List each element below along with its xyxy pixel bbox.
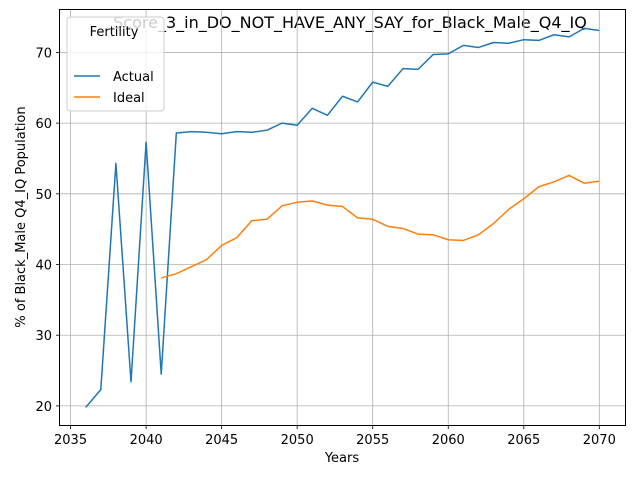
data-point-ideal	[477, 234, 479, 236]
data-point-actual	[356, 101, 358, 103]
data-point-actual	[568, 36, 570, 38]
data-point-actual	[281, 122, 283, 124]
axis-ticks: 2035 2040 2045 2050 2055 2060 2065 2070 20 30 40 50…	[35, 46, 615, 448]
legend-box	[66, 16, 165, 112]
data-point-ideal	[553, 181, 555, 183]
data-point-ideal	[236, 236, 238, 238]
data-point-ideal	[598, 180, 600, 182]
data-point-actual	[507, 42, 509, 44]
series-line-actual	[85, 27, 600, 408]
data-point-ideal	[538, 186, 540, 188]
data-point-actual	[538, 39, 540, 41]
data-point-ideal	[296, 201, 298, 203]
chart-title: Score_3_in_DO_NOT_HAVE_ANY_SAY_for_Black…	[113, 13, 587, 33]
data-point-ideal	[523, 198, 525, 200]
x-tick-label: 2060	[432, 433, 465, 448]
series-line-ideal	[161, 174, 600, 279]
y-tick-label: 40	[35, 259, 52, 274]
data-point-actual	[477, 46, 479, 48]
x-tick-label: 2035	[54, 433, 87, 448]
data-point-actual	[387, 85, 389, 87]
data-point-actual	[236, 130, 238, 132]
data-point-ideal	[583, 182, 585, 184]
data-point-ideal	[387, 225, 389, 227]
x-tick-label: 2045	[205, 433, 238, 448]
data-point-ideal	[356, 217, 358, 219]
data-point-actual	[492, 41, 494, 43]
data-point-actual	[160, 373, 162, 375]
data-point-actual	[251, 131, 253, 133]
data-point-actual	[432, 53, 434, 55]
data-point-actual	[130, 381, 132, 383]
data-point-ideal	[160, 277, 162, 279]
data-point-ideal	[251, 219, 253, 221]
data-point-actual	[84, 406, 86, 408]
data-point-actual	[523, 38, 525, 40]
data-point-actual	[311, 107, 313, 109]
data-point-ideal	[402, 227, 404, 229]
y-tick-label: 30	[35, 329, 52, 344]
x-tick-label: 2050	[281, 433, 314, 448]
x-tick-label: 2070	[583, 433, 616, 448]
x-tick-label: 2065	[507, 433, 540, 448]
data-point-actual	[266, 129, 268, 131]
legend: Fertility Actual Ideal	[66, 16, 165, 112]
data-point-actual	[598, 29, 600, 31]
y-axis-label: % of Black_Male Q4_IQ Population	[14, 106, 29, 327]
data-point-actual	[462, 44, 464, 46]
data-point-ideal	[447, 239, 449, 241]
data-point-actual	[205, 131, 207, 133]
legend-title: Fertility	[90, 25, 139, 40]
x-tick-label: 2040	[130, 433, 163, 448]
x-tick-label: 2055	[356, 433, 389, 448]
series-lines	[84, 27, 600, 408]
data-point-actual	[553, 34, 555, 36]
data-point-actual	[372, 81, 374, 83]
data-point-ideal	[311, 200, 313, 202]
data-point-actual	[326, 114, 328, 116]
data-point-ideal	[266, 218, 268, 220]
data-point-ideal	[341, 205, 343, 207]
y-tick-label: 20	[35, 400, 52, 415]
data-point-actual	[296, 124, 298, 126]
y-tick-label: 70	[35, 46, 52, 61]
legend-label-actual: Actual	[113, 70, 154, 85]
data-point-actual	[145, 141, 147, 143]
data-point-ideal	[205, 258, 207, 260]
x-axis-label: Years	[324, 451, 360, 466]
data-point-ideal	[372, 218, 374, 220]
data-point-actual	[583, 27, 585, 29]
data-point-actual	[190, 130, 192, 132]
data-point-actual	[417, 68, 419, 70]
data-point-ideal	[568, 174, 570, 176]
data-point-actual	[115, 162, 117, 164]
data-point-ideal	[507, 208, 509, 210]
data-point-actual	[220, 133, 222, 135]
data-point-actual	[402, 67, 404, 69]
data-point-ideal	[432, 234, 434, 236]
data-point-ideal	[417, 233, 419, 235]
data-point-ideal	[190, 265, 192, 267]
data-point-actual	[100, 388, 102, 390]
legend-label-ideal: Ideal	[113, 91, 145, 106]
data-point-ideal	[281, 205, 283, 207]
data-point-ideal	[326, 204, 328, 206]
data-point-ideal	[175, 273, 177, 275]
data-point-actual	[341, 95, 343, 97]
data-point-ideal	[462, 239, 464, 241]
data-point-ideal	[492, 222, 494, 224]
y-tick-label: 60	[35, 117, 52, 132]
data-point-ideal	[220, 244, 222, 246]
plot-frame	[59, 9, 626, 426]
data-point-actual	[175, 132, 177, 134]
y-tick-label: 50	[35, 188, 52, 203]
data-point-actual	[447, 53, 449, 55]
